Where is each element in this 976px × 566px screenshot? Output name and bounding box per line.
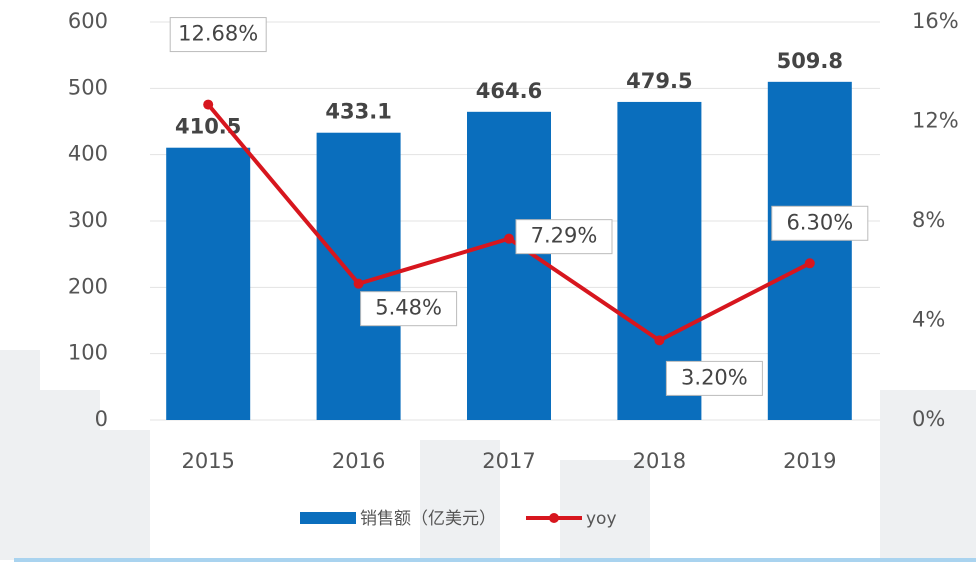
label-box [169,17,267,53]
label-box [771,205,869,241]
bottom-border [14,558,976,562]
line-point [353,278,364,289]
y-tick-label: 100 [68,341,108,365]
line-value-label: 3.20% [681,365,748,389]
line-point [654,335,665,346]
x-tick-label: 2016 [332,449,385,473]
bar [467,111,551,420]
y2-tick-label: 0% [912,407,945,431]
legend-swatch [300,512,356,524]
line-point [504,233,514,244]
y2-tick-label: 4% [912,308,945,332]
bar-value-label: 479.5 [626,69,692,93]
city-silhouette [0,350,976,560]
x-tick-label: 2019 [783,449,836,473]
label-box [360,291,458,327]
line-value-label: 6.30% [786,210,853,234]
bar-value-label: 509.8 [777,49,843,73]
bar [767,81,852,420]
line-value-label: 7.29% [531,224,598,248]
y2-tick-label: 8% [912,208,945,232]
y-tick-label: 200 [68,274,108,298]
x-tick-label: 2018 [633,449,686,473]
x-tick-label: 2017 [482,449,535,473]
label-box [665,360,763,396]
bar-value-label: 464.6 [476,79,542,103]
y2-tick-label: 16% [912,9,959,33]
line-point [804,258,815,269]
legend-label: 销售额（亿美元） [360,509,496,529]
line-value-label: 5.48% [375,296,442,320]
y-tick-label: 500 [68,75,108,99]
line-value-label: 12.68% [178,22,258,46]
y-tick-label: 0 [95,407,108,431]
line-point [203,99,214,110]
y-tick-label: 400 [68,142,108,166]
label-box [515,219,613,255]
legend-label: yoy [586,509,617,529]
y-tick-label: 600 [68,9,108,33]
bar-value-label: 410.5 [175,115,241,139]
bar-value-label: 433.1 [325,100,391,124]
y-tick-label: 300 [68,208,108,232]
legend-marker [549,513,559,523]
y2-tick-label: 12% [912,109,959,133]
x-tick-label: 2015 [181,449,234,473]
bar [166,147,251,420]
